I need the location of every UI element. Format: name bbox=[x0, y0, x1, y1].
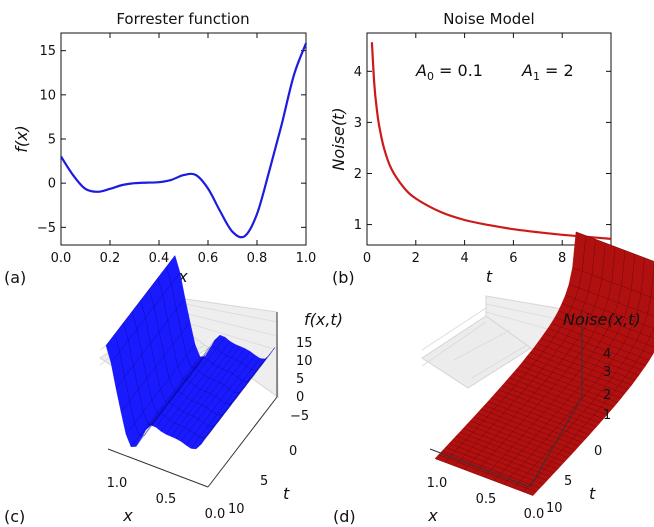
chart-d-t-axis bbox=[529, 396, 583, 488]
panel-a: Forrester function 0.0 0.2 0.4 0.6 0.8 1.0−50… bbox=[4, 10, 316, 287]
chart-b-ytick-label-2: 3 bbox=[354, 116, 362, 131]
chart-a-ytick-label-2: 5 bbox=[48, 133, 56, 148]
chart-c-ttick-0: 0 bbox=[289, 444, 297, 459]
chart-b-xtick-label-2: 4 bbox=[460, 251, 468, 266]
chart-d-xtick-1: 0.5 bbox=[476, 492, 497, 507]
chart-d-panel-label: (d) bbox=[333, 507, 356, 526]
chart-a-title: Forrester function bbox=[116, 10, 249, 28]
chart-d-ztick-1: 3 bbox=[603, 365, 611, 380]
panel-c: 1.0 0.5 0.0 x 0 5 10 t 15 10 5 0 −5 f(x,… bbox=[4, 255, 343, 526]
chart-d-zlabel: Noise(x,t) bbox=[563, 310, 641, 329]
chart-b-annotation-a1-symbol: A bbox=[521, 61, 533, 80]
chart-c-ztick-2: 5 bbox=[296, 372, 304, 387]
chart-c-ztick-4: −5 bbox=[290, 409, 309, 424]
chart-a-xtick-label-1: 0.2 bbox=[100, 251, 121, 266]
chart-b-annotation-a0-sub: 0 bbox=[427, 70, 434, 83]
chart-a-panel-label: (a) bbox=[4, 268, 26, 287]
chart-a-ytick-label-3: 10 bbox=[39, 88, 56, 103]
chart-d-ztick-3: 1 bbox=[603, 408, 611, 423]
chart-b-xtick-label-3: 6 bbox=[509, 251, 517, 266]
chart-b-frame bbox=[366, 32, 612, 246]
chart-a-xtick-label-2: 0.4 bbox=[149, 251, 170, 266]
chart-c-ztick-3: 0 bbox=[296, 390, 304, 405]
chart-c-xtick-0: 1.0 bbox=[107, 476, 128, 491]
chart-b-panel-label: (b) bbox=[332, 268, 355, 287]
panel-d: 1.0 0.5 0.0 x 0 5 10 t 4 3 2 1 Noise(x,t… bbox=[333, 231, 654, 526]
chart-b-annotation-a1-sub: 1 bbox=[533, 70, 540, 83]
chart-a-xtick-label-3: 0.6 bbox=[198, 251, 219, 266]
chart-c-ttick-1: 5 bbox=[260, 474, 268, 489]
chart-d-xtick-0: 1.0 bbox=[427, 476, 448, 491]
chart-c-xtick-1: 0.5 bbox=[156, 492, 177, 507]
chart-b-ytick-label-0: 1 bbox=[354, 218, 362, 233]
chart-b-annotation-a1-value: = 2 bbox=[540, 61, 574, 80]
chart-d-tlabel: t bbox=[589, 484, 596, 503]
chart-c-ztick-1: 10 bbox=[296, 354, 313, 369]
chart-a-ticks: 0.0 0.2 0.4 0.6 0.8 1.0 −5 0 5 10 15 bbox=[37, 33, 317, 266]
chart-b-annotation-a0-value: = 0.1 bbox=[434, 61, 483, 80]
chart-c-ttick-2: 10 bbox=[228, 502, 245, 517]
chart-b-title: Noise Model bbox=[443, 10, 534, 28]
chart-a-xtick-label-4: 0.8 bbox=[247, 251, 268, 266]
chart-d-xlabel: x bbox=[427, 506, 438, 525]
chart-d-ztick-0: 4 bbox=[603, 347, 611, 362]
chart-c-xtick-2: 0.0 bbox=[205, 507, 226, 522]
chart-b-ylabel: Noise(t) bbox=[329, 107, 348, 170]
chart-d-ttick-1: 5 bbox=[564, 474, 572, 489]
chart-d-ztick-2: 2 bbox=[603, 388, 611, 403]
chart-a-ytick-label-1: 0 bbox=[48, 177, 56, 192]
chart-d-ttick-0: 0 bbox=[594, 444, 602, 459]
chart-b-ytick-label-1: 2 bbox=[354, 167, 362, 182]
chart-d-ttick-2: 10 bbox=[546, 501, 563, 516]
chart-b-annotation-a0-symbol: A bbox=[415, 61, 427, 80]
chart-b-annotation-a0: A0 = 0.1 bbox=[415, 61, 483, 83]
chart-b-xlabel: t bbox=[486, 267, 493, 286]
chart-a-series-line bbox=[60, 42, 308, 239]
chart-a-xtick-label-0: 0.0 bbox=[51, 251, 72, 266]
chart-b-ticks: 02468101234 bbox=[354, 33, 619, 266]
chart-b-series-line bbox=[370, 42, 612, 240]
chart-c-zlabel: f(x,t) bbox=[304, 310, 343, 329]
chart-d-x-axis bbox=[429, 448, 531, 488]
chart-b-xtick-label-0: 0 bbox=[363, 251, 371, 266]
chart-b-xtick-label-1: 2 bbox=[412, 251, 420, 266]
chart-c-panel-label: (c) bbox=[4, 507, 25, 526]
chart-d-xtick-2: 0.0 bbox=[524, 507, 545, 522]
chart-c-ztick-0: 15 bbox=[296, 336, 313, 351]
chart-a-xtick-label-5: 1.0 bbox=[296, 251, 317, 266]
chart-a-frame bbox=[60, 32, 307, 246]
chart-a-ytick-label-0: −5 bbox=[37, 221, 56, 236]
chart-b-ytick-label-3: 4 bbox=[354, 65, 362, 80]
chart-d-surface-mesh bbox=[434, 231, 654, 496]
chart-c-x-axis bbox=[107, 448, 209, 488]
chart-a-ytick-label-4: 15 bbox=[39, 44, 56, 59]
chart-c-xlabel: x bbox=[122, 506, 133, 525]
chart-c-surface-mesh bbox=[105, 255, 276, 450]
chart-d-gridlines bbox=[421, 303, 582, 379]
chart-a-xlabel: x bbox=[177, 267, 188, 286]
panel-b: Noise Model 02468101234 A0 = 0.1 A1 = 2 … bbox=[329, 10, 619, 287]
chart-c-t-axis bbox=[207, 396, 278, 488]
chart-a-ylabel: f(x) bbox=[12, 125, 31, 153]
chart-c-tlabel: t bbox=[283, 484, 290, 503]
chart-b-annotation-a1: A1 = 2 bbox=[521, 61, 574, 83]
chart-b-xtick-label-4: 8 bbox=[558, 251, 566, 266]
